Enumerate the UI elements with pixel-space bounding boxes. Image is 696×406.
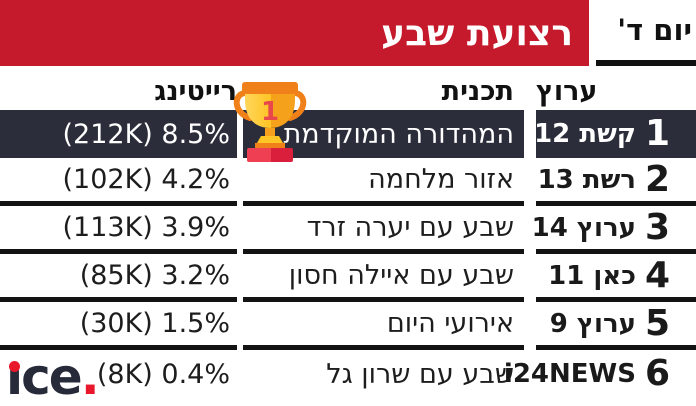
rating-value: (212K) 8.5% [62, 118, 230, 150]
ice-logo-text: ıce [6, 348, 83, 406]
program-name: המהדורה המוקדמת [283, 118, 515, 150]
rating-value: (30K) 1.5% [79, 308, 230, 339]
program-name: שבע עם יערה זרד [306, 212, 514, 243]
program-cell: אזור מלחמה [243, 158, 524, 206]
rating-cell: (113K) 3.9% [0, 206, 237, 254]
program-cell: אירועי היום [243, 302, 524, 350]
page-title: רצועת שבע [381, 12, 573, 54]
column-gap [237, 254, 243, 302]
column-gap [237, 302, 243, 350]
trophy-first-place-icon: 1 [233, 82, 307, 162]
rating-cell: (8K) 0.4% [0, 350, 237, 398]
header-program: תכנית [441, 76, 514, 107]
channel-name: רשת 13 [537, 164, 636, 195]
channel-name: ערוץ 9 [549, 308, 636, 339]
table-body: 1 קשת 12 המהדורה המוקדמת (212K) 8.5% 2 ר… [0, 110, 696, 398]
channel-name: ערוץ 14 [531, 212, 636, 243]
rank-number: 3 [644, 206, 670, 248]
channel-cell: 3 ערוץ 14 [532, 206, 696, 254]
column-gap [524, 302, 536, 350]
day-label: יום ד' [617, 13, 692, 47]
day-area: יום ד' [589, 0, 696, 60]
rating-cell: (30K) 1.5% [0, 302, 237, 350]
ice-logo-dot-icon [9, 361, 20, 372]
channel-name: כאן 11 [548, 260, 636, 291]
title-banner: רצועת שבע [0, 0, 589, 66]
column-gap [237, 350, 243, 398]
trophy-number: 1 [261, 97, 279, 127]
channel-cell: 5 ערוץ 9 [536, 302, 696, 350]
rank-number: 4 [644, 254, 670, 296]
day-underline [596, 60, 696, 66]
rating-value: (8K) 0.4% [96, 358, 230, 390]
rating-cell: (85K) 3.2% [0, 254, 237, 302]
program-cell: שבע עם יערה זרד [243, 206, 524, 254]
header-rating: רייטינג [154, 76, 237, 107]
rating-cell: (102K) 4.2% [0, 158, 237, 206]
program-name: שבע עם שרון גל [326, 358, 514, 390]
column-gap [524, 110, 536, 158]
program-cell: שבע עם שרון גל [243, 350, 524, 398]
table-row: 6 i24NEWS שבע עם שרון גל (8K) 0.4% [0, 350, 696, 398]
table-row: 2 רשת 13 אזור מלחמה (102K) 4.2% [0, 158, 696, 206]
column-gap [524, 206, 536, 254]
rank-number: 6 [644, 353, 670, 394]
rank-number: 1 [644, 113, 670, 154]
rank-number: 5 [644, 302, 670, 344]
column-gap [524, 350, 536, 398]
rating-cell: (212K) 8.5% [0, 110, 237, 158]
program-name: אירועי היום [386, 308, 514, 339]
rank-number: 2 [644, 158, 670, 200]
header-channel: ערוץ [536, 76, 598, 107]
column-gap [524, 254, 536, 302]
ice-logo-period: . [80, 348, 100, 406]
table-row: 1 קשת 12 המהדורה המוקדמת (212K) 8.5% [0, 110, 696, 158]
program-cell: שבע עם איילה חסון [243, 254, 524, 302]
channel-name: i24NEWS [503, 359, 636, 389]
column-gap [237, 206, 243, 254]
channel-cell: 6 i24NEWS [504, 350, 696, 398]
program-name: שבע עם איילה חסון [288, 260, 514, 291]
program-name: אזור מלחמה [368, 164, 514, 195]
table-row: 3 ערוץ 14 שבע עם יערה זרד (113K) 3.9% [0, 206, 696, 254]
table-row: 5 ערוץ 9 אירועי היום (30K) 1.5% [0, 302, 696, 350]
rating-value: (85K) 3.2% [79, 260, 230, 291]
column-gap [524, 158, 536, 206]
channel-name: קשת 12 [534, 119, 636, 149]
channel-cell: 1 קשת 12 [534, 110, 696, 158]
rating-value: (113K) 3.9% [62, 212, 230, 243]
channel-cell: 4 כאן 11 [536, 254, 696, 302]
table-header-row: ערוץ תכנית רייטינג [0, 66, 696, 110]
channel-cell: 2 רשת 13 [536, 158, 696, 206]
table-row: 4 כאן 11 שבע עם איילה חסון (85K) 3.2% [0, 254, 696, 302]
ice-logo: ıce. [6, 352, 100, 402]
rating-value: (102K) 4.2% [62, 164, 230, 195]
ratings-table: ערוץ תכנית רייטינג 1 קשת 12 המהדורה המוק… [0, 66, 696, 398]
